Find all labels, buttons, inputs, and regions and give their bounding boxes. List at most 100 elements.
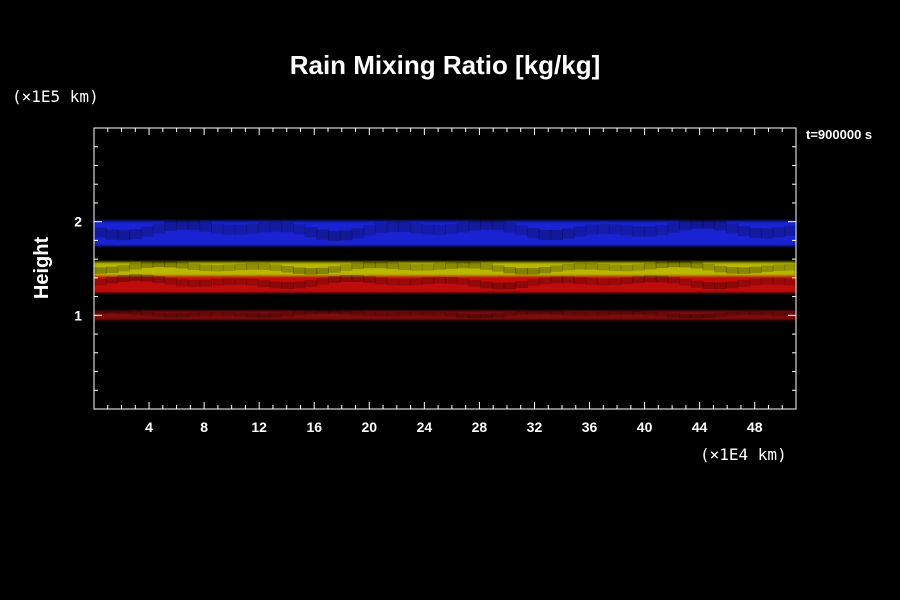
rain-layer-texture [456, 261, 470, 269]
x-tick-label: 8 [200, 419, 208, 435]
rain-layer-texture [140, 261, 154, 268]
rain-layer-texture [199, 264, 212, 272]
rain-layer-texture [550, 276, 563, 284]
rain-layer-texture [725, 311, 739, 316]
rain-layer-band [94, 220, 796, 247]
rain-layer-texture [573, 277, 587, 284]
rain-layer-texture [421, 264, 435, 271]
rain-layer-texture [503, 312, 517, 316]
rain-layer-texture [772, 264, 786, 271]
rain-layer-texture [597, 263, 610, 271]
rain-layer-texture [211, 264, 224, 272]
x-tick-label: 40 [637, 419, 653, 435]
rain-layer-texture [211, 278, 224, 286]
rain-layer-texture [234, 263, 248, 271]
rain-layer-texture [643, 311, 657, 316]
rain-layer-texture [515, 281, 528, 288]
rain-layer-texture [140, 311, 154, 316]
rain-layer-texture [667, 222, 680, 233]
rain-layer-texture [374, 277, 388, 285]
rain-layer-texture [257, 263, 271, 270]
rain-layer-texture [643, 275, 657, 283]
rain-layer-texture [281, 222, 294, 233]
rain-layer-texture [328, 266, 341, 273]
rain-layer-texture [562, 263, 575, 271]
rain-layer-texture [749, 266, 762, 274]
rain-layer-texture [386, 262, 400, 270]
rain-layer-texture [433, 263, 446, 270]
x-tick-label: 24 [417, 419, 433, 435]
rain-layer-texture [129, 310, 142, 315]
rain-layer-texture [585, 278, 599, 285]
rain-layer-texture [643, 226, 657, 237]
rain-layer-texture [129, 229, 142, 240]
x-tick-label: 48 [747, 419, 763, 435]
rain-layer-texture [222, 312, 236, 316]
rain-layer-texture [749, 311, 762, 315]
rain-layer-texture [737, 311, 751, 316]
rain-layer-texture [679, 220, 692, 231]
rain-layer-texture [620, 310, 634, 315]
rain-layer-texture [655, 224, 669, 236]
rain-layer-texture [211, 312, 224, 316]
rain-layer [94, 274, 796, 293]
rain-layer-texture [573, 226, 587, 237]
rain-layer-texture [129, 274, 142, 282]
rain-layer-texture [292, 281, 306, 289]
rain-layer-band [94, 310, 796, 321]
rain-layer-texture [164, 277, 177, 285]
rain-layer-texture [714, 265, 727, 273]
x-tick-label: 16 [306, 419, 322, 435]
rain-layer-texture [573, 311, 587, 316]
rain-layer-texture [702, 282, 716, 289]
rain-layer-texture [351, 228, 365, 239]
rain-layer-texture [456, 278, 470, 285]
rain-layer-texture [702, 218, 716, 229]
rain-layer-texture [175, 262, 189, 269]
rain-layer-texture [339, 275, 353, 282]
rain-layer-texture [749, 227, 762, 239]
rain-layer-texture [632, 226, 645, 237]
rain-layer-texture [526, 228, 540, 239]
rain-layer-texture [433, 276, 446, 284]
x-tick-label: 36 [582, 419, 598, 435]
rain-layer-texture [304, 310, 318, 315]
rain-layer-texture [339, 230, 353, 241]
rain-layer-texture [491, 265, 505, 272]
rain-layer-texture [526, 268, 540, 275]
rain-layer-texture [164, 220, 177, 231]
rain-layer-texture [351, 262, 365, 270]
rain-layer-texture [316, 309, 329, 314]
rain-layer-texture [152, 260, 166, 268]
rain-layer-texture [491, 282, 505, 290]
rain-layer-texture [222, 278, 236, 286]
x-tick-label: 32 [527, 419, 543, 435]
rain-layer-texture [421, 311, 435, 316]
rain-layer-texture [491, 313, 505, 318]
rain-layer-texture [398, 263, 411, 271]
rain-layer-texture [386, 312, 400, 317]
rain-layer-band [94, 261, 796, 278]
rain-layer-texture [760, 265, 774, 272]
rain-layer-texture [292, 311, 306, 316]
rain-layer-texture [175, 219, 189, 230]
rain-layer-texture [140, 274, 154, 282]
rain-layer-texture [117, 230, 131, 241]
rain-layer-texture [433, 224, 446, 235]
rain-layer-texture [562, 276, 575, 284]
rain-layer-texture [199, 279, 212, 287]
rain-layer-texture [398, 312, 411, 316]
rain-layer-texture [445, 277, 458, 284]
rain-layer-texture [234, 278, 248, 285]
rain-layer-texture [94, 267, 107, 274]
rain-layer-texture [550, 229, 563, 241]
rain-layer-texture [187, 220, 201, 231]
rain-layer-texture [94, 278, 107, 286]
rain-layer-texture [526, 279, 540, 287]
rain-layer-texture [538, 229, 552, 241]
rain-layer-texture [456, 313, 470, 318]
rain-layer-texture [772, 277, 786, 285]
rain-layer-texture [690, 218, 704, 229]
rain-layer-texture [187, 312, 201, 317]
rain-layer-texture [632, 264, 645, 271]
